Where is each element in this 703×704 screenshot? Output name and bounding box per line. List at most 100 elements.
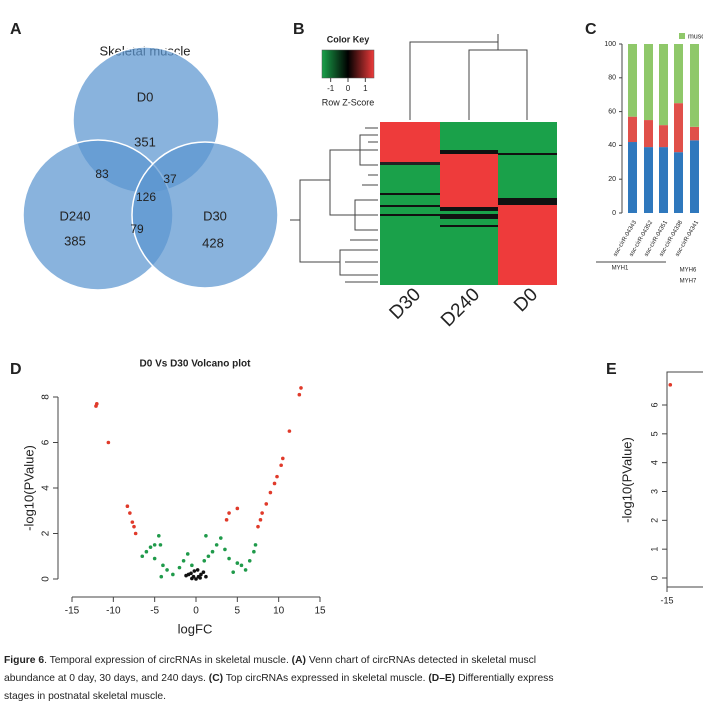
x-tick-label: 15 <box>314 606 326 617</box>
x-tick-label: -5 <box>150 606 159 617</box>
point <box>148 545 153 549</box>
point <box>199 572 203 577</box>
y-tick-label: 2 <box>649 518 659 523</box>
y-axis-label: -log10(PValue) <box>21 445 36 531</box>
y-tick-label: 0 <box>41 576 52 582</box>
point <box>235 506 240 511</box>
bar-segment <box>690 126 699 141</box>
caption-segment: Differentially express <box>455 673 553 684</box>
caption-segment: Figure 6 <box>4 655 44 666</box>
bar-segment <box>628 116 637 143</box>
point <box>204 574 208 579</box>
caption-segment: . Temporal expression of circRNAs in ske… <box>44 655 292 666</box>
x-axis-label: logFC <box>178 621 213 636</box>
point <box>252 549 256 554</box>
point <box>239 563 244 568</box>
point <box>279 463 283 468</box>
y-tick-label: 0 <box>612 210 616 217</box>
y-tick-label: 100 <box>604 41 616 48</box>
y-axis-label: -log10(PValue) <box>619 437 634 523</box>
point <box>194 577 198 581</box>
legend-label: musc <box>688 33 703 40</box>
point <box>202 559 207 563</box>
caption-segment: abundance at 0 day, 30 days, and 240 day… <box>4 673 209 684</box>
column-label: D30 <box>386 284 425 323</box>
point <box>668 383 673 387</box>
bar-segment <box>628 44 637 117</box>
legend-swatch <box>679 33 685 39</box>
point <box>152 543 157 547</box>
point <box>204 533 208 538</box>
point <box>190 563 194 568</box>
y-tick-label: 40 <box>608 142 616 149</box>
caption-segment: stages in postnatal skeletal muscle. <box>4 691 166 702</box>
point <box>185 552 190 556</box>
dendrogram <box>290 34 528 283</box>
point <box>227 556 231 561</box>
key-title: Color Key <box>327 34 370 44</box>
point <box>159 574 164 579</box>
point <box>224 518 229 522</box>
point <box>214 543 219 547</box>
point <box>247 559 252 563</box>
y-tick-label: 2 <box>41 530 52 536</box>
key-tick-label: -1 <box>327 84 335 93</box>
panel-letter: A <box>10 21 22 38</box>
point <box>275 474 279 479</box>
bar-segment <box>659 44 668 126</box>
point <box>299 386 303 390</box>
point <box>210 549 215 554</box>
y-tick-label: 6 <box>41 439 52 445</box>
set-label: D0 <box>137 89 154 104</box>
caption-segment: (D–E) <box>428 673 455 684</box>
panel-letter: D <box>10 361 22 378</box>
y-tick-label: 8 <box>41 394 52 400</box>
column-label: D0 <box>510 284 542 316</box>
point <box>223 547 227 552</box>
point <box>157 533 161 538</box>
bar-segment <box>674 152 683 213</box>
y-tick-label: 80 <box>608 75 616 82</box>
key-tick-label: 1 <box>363 84 368 93</box>
point <box>268 490 273 495</box>
point <box>297 392 302 397</box>
point <box>243 568 248 572</box>
region-count: 428 <box>202 235 224 250</box>
point <box>227 511 231 515</box>
y-tick-label: 4 <box>41 485 52 491</box>
y-tick-label: 20 <box>608 176 616 183</box>
y-tick-label: 3 <box>649 489 659 494</box>
x-tick-label: -15 <box>660 595 673 605</box>
point <box>165 568 169 572</box>
point <box>171 572 175 577</box>
point <box>206 554 211 559</box>
point <box>231 570 235 574</box>
y-tick-label: 1 <box>649 547 659 552</box>
point <box>161 563 165 568</box>
bar-segment <box>644 120 653 148</box>
panel-letter: C <box>585 21 597 38</box>
point <box>140 554 145 559</box>
point <box>130 520 135 524</box>
y-tick-label: 6 <box>649 402 659 407</box>
y-tick-label: 4 <box>649 460 659 465</box>
point <box>195 568 200 572</box>
x-tick-label: -15 <box>65 606 80 617</box>
point <box>192 569 197 573</box>
x-tick-label: 5 <box>235 606 241 617</box>
region-count: 385 <box>64 233 86 248</box>
point <box>94 404 98 408</box>
caption-segment: Top circRNAs expressed in skeletal muscl… <box>223 673 428 684</box>
bar-segment <box>659 125 668 148</box>
point <box>132 524 136 529</box>
x-tick-label: 10 <box>273 606 285 617</box>
caption-segment: (C) <box>209 673 223 684</box>
point <box>190 576 194 581</box>
y-tick-label: 60 <box>608 108 616 115</box>
plot-title: D0 Vs D30 Volcano plot <box>140 359 252 370</box>
caption-line: stages in postnatal skeletal muscle. <box>4 691 166 702</box>
bar-segment <box>690 44 699 127</box>
set-label: D240 <box>59 208 90 223</box>
caption-line: Figure 6. Temporal expression of circRNA… <box>4 655 536 666</box>
bar-segment <box>674 103 683 153</box>
